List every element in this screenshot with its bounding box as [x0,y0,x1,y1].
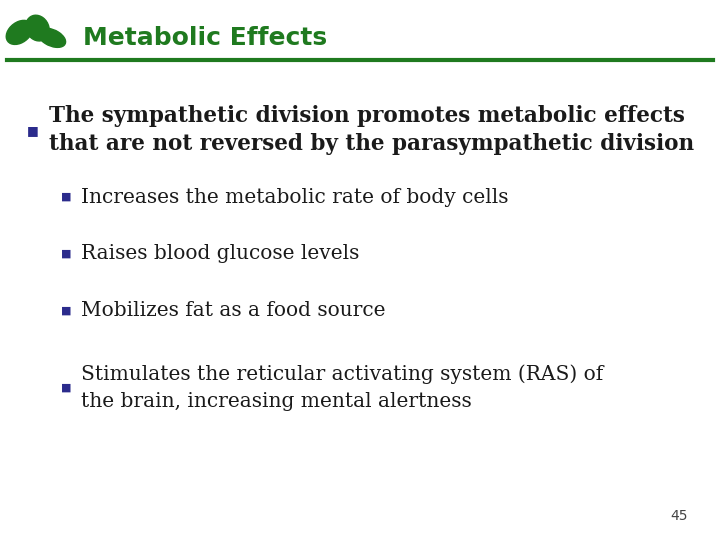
Text: ■: ■ [61,192,72,202]
Text: Increases the metabolic rate of body cells: Increases the metabolic rate of body cel… [81,187,508,207]
Ellipse shape [26,15,49,41]
Text: ■: ■ [61,249,72,259]
Text: the brain, increasing mental alertness: the brain, increasing mental alertness [81,392,472,411]
Text: ■: ■ [61,383,72,393]
Text: Mobilizes fat as a food source: Mobilizes fat as a food source [81,301,385,320]
Text: that are not reversed by the parasympathetic division: that are not reversed by the parasympath… [49,133,694,155]
Text: 45: 45 [670,509,688,523]
Text: Raises blood glucose levels: Raises blood glucose levels [81,244,359,264]
Text: Metabolic Effects: Metabolic Effects [83,26,327,50]
Text: ■: ■ [61,306,72,315]
Text: Stimulates the reticular activating system (RAS) of: Stimulates the reticular activating syst… [81,364,603,383]
Text: ■: ■ [27,124,39,137]
Ellipse shape [38,28,66,48]
Ellipse shape [6,21,32,44]
Text: The sympathetic division promotes metabolic effects: The sympathetic division promotes metabo… [49,105,685,127]
